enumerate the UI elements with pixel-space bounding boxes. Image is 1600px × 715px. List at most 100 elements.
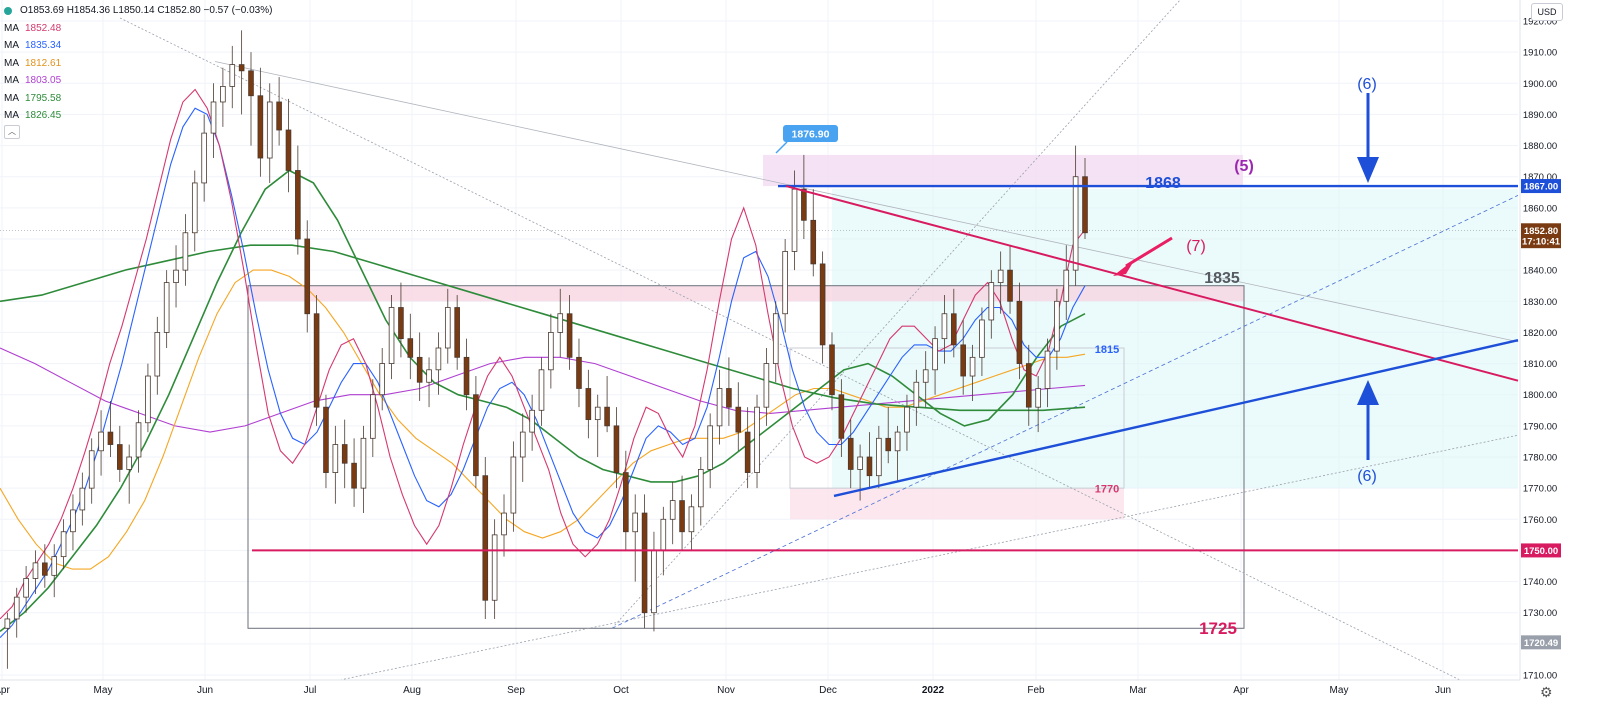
x-tick-label: Dec [819, 685, 837, 696]
candle-body [135, 422, 142, 458]
candle-body [98, 431, 104, 452]
candle [482, 457, 489, 619]
candle [248, 52, 254, 146]
candle-body [1016, 300, 1023, 364]
candle [88, 438, 95, 504]
candle-body [1063, 269, 1070, 302]
candle [510, 441, 517, 532]
candle [997, 251, 1004, 314]
candle [904, 394, 910, 451]
ma-row[interactable]: MA 1812.61 [4, 55, 272, 73]
price-axis[interactable]: 1710.001720.001730.001740.001750.001760.… [1519, 0, 1557, 682]
time-axis[interactable]: Apr May Jun Jul Aug Sep Oct Nov Dec 2022 Feb Mar Apr… [0, 679, 1520, 696]
candle-body [1082, 176, 1088, 234]
candle [407, 313, 414, 380]
candle [276, 77, 282, 146]
ma-row[interactable]: MA 1835.34 [4, 37, 272, 55]
ma-row[interactable]: MA 1852.48 [4, 20, 272, 38]
candle-body [988, 282, 995, 321]
candle [398, 282, 404, 358]
candle-body [941, 313, 948, 340]
upper-trendline [214, 61, 1519, 343]
ma-value: 1812.61 [25, 57, 62, 69]
ma-value: 1852.48 [25, 22, 62, 34]
candle [23, 566, 29, 613]
candle-body [660, 518, 667, 551]
candle [182, 214, 189, 286]
candle-body [107, 431, 114, 445]
candle-body [669, 500, 676, 520]
y-tick-label: 1710.00 [1523, 671, 1557, 682]
candle [979, 307, 985, 377]
candle [679, 475, 685, 551]
ma-line-ma_green_mid [0, 169, 1086, 633]
price-tag [1521, 223, 1561, 238]
label-1725: 1725 [1199, 619, 1237, 638]
x-tick-label: Jun [197, 685, 213, 696]
candle-body [857, 456, 863, 470]
candle-body [23, 578, 29, 598]
candle-body [173, 269, 179, 283]
candle [838, 379, 845, 457]
candle-body [904, 406, 910, 433]
candle [969, 344, 976, 401]
candle-body [594, 406, 601, 421]
candle-body [979, 319, 985, 358]
candle [1025, 344, 1032, 426]
candle [772, 301, 779, 383]
range-box [247, 285, 1245, 629]
chevron-up-icon[interactable]: ︿ [4, 124, 20, 139]
ma-row[interactable]: MA 1795.58 [4, 90, 272, 108]
candle-body [229, 64, 236, 87]
x-tick-label: Jul [304, 685, 317, 696]
candle [632, 494, 639, 582]
currency-button[interactable]: USD [1531, 3, 1563, 21]
candle-body [435, 347, 442, 371]
candle-body [1007, 269, 1013, 302]
ma-row[interactable]: MA 1826.45 [4, 107, 272, 125]
ma-label: MA [4, 110, 19, 121]
candle-body [566, 313, 573, 358]
candle-body [126, 456, 132, 470]
candle [960, 319, 966, 395]
candle-body [744, 431, 751, 473]
candle-body [969, 356, 976, 377]
y-tick-label: 1910.00 [1523, 48, 1557, 59]
candle-body [829, 344, 835, 396]
candle [370, 379, 376, 457]
candle [801, 154, 807, 239]
ma-label: MA [4, 75, 19, 86]
candle-body [585, 388, 592, 421]
callout-box [783, 125, 838, 142]
candle-body [679, 500, 685, 533]
candle-body [707, 425, 713, 470]
candle [697, 457, 704, 526]
candle-body [932, 338, 938, 371]
candle [341, 419, 348, 489]
ma-row[interactable]: MA 1803.05 [4, 72, 272, 90]
candle [379, 348, 385, 411]
gear-icon[interactable]: ⚙ [1540, 684, 1553, 700]
candle-body [360, 437, 367, 489]
ma-value: 1803.05 [25, 75, 62, 86]
candle [229, 45, 236, 109]
candle [285, 98, 292, 193]
candle [13, 587, 20, 638]
candle [1044, 338, 1051, 408]
candle [295, 145, 301, 255]
pointer-arrow-icon [1125, 236, 1173, 268]
candle [623, 450, 629, 551]
legend-panel: O1853.69 H1854.36 L1850.14 C1852.80 −0.5… [4, 2, 272, 139]
candle-body [847, 437, 854, 470]
candle-body [276, 101, 282, 131]
ma-value: 1826.45 [25, 110, 62, 121]
candle-body [407, 338, 414, 358]
candle-body [79, 487, 86, 511]
candle [754, 394, 760, 489]
x-tick-label: Nov [717, 685, 735, 696]
candle-body [894, 431, 901, 452]
candle [941, 295, 948, 364]
candle [1082, 158, 1088, 239]
